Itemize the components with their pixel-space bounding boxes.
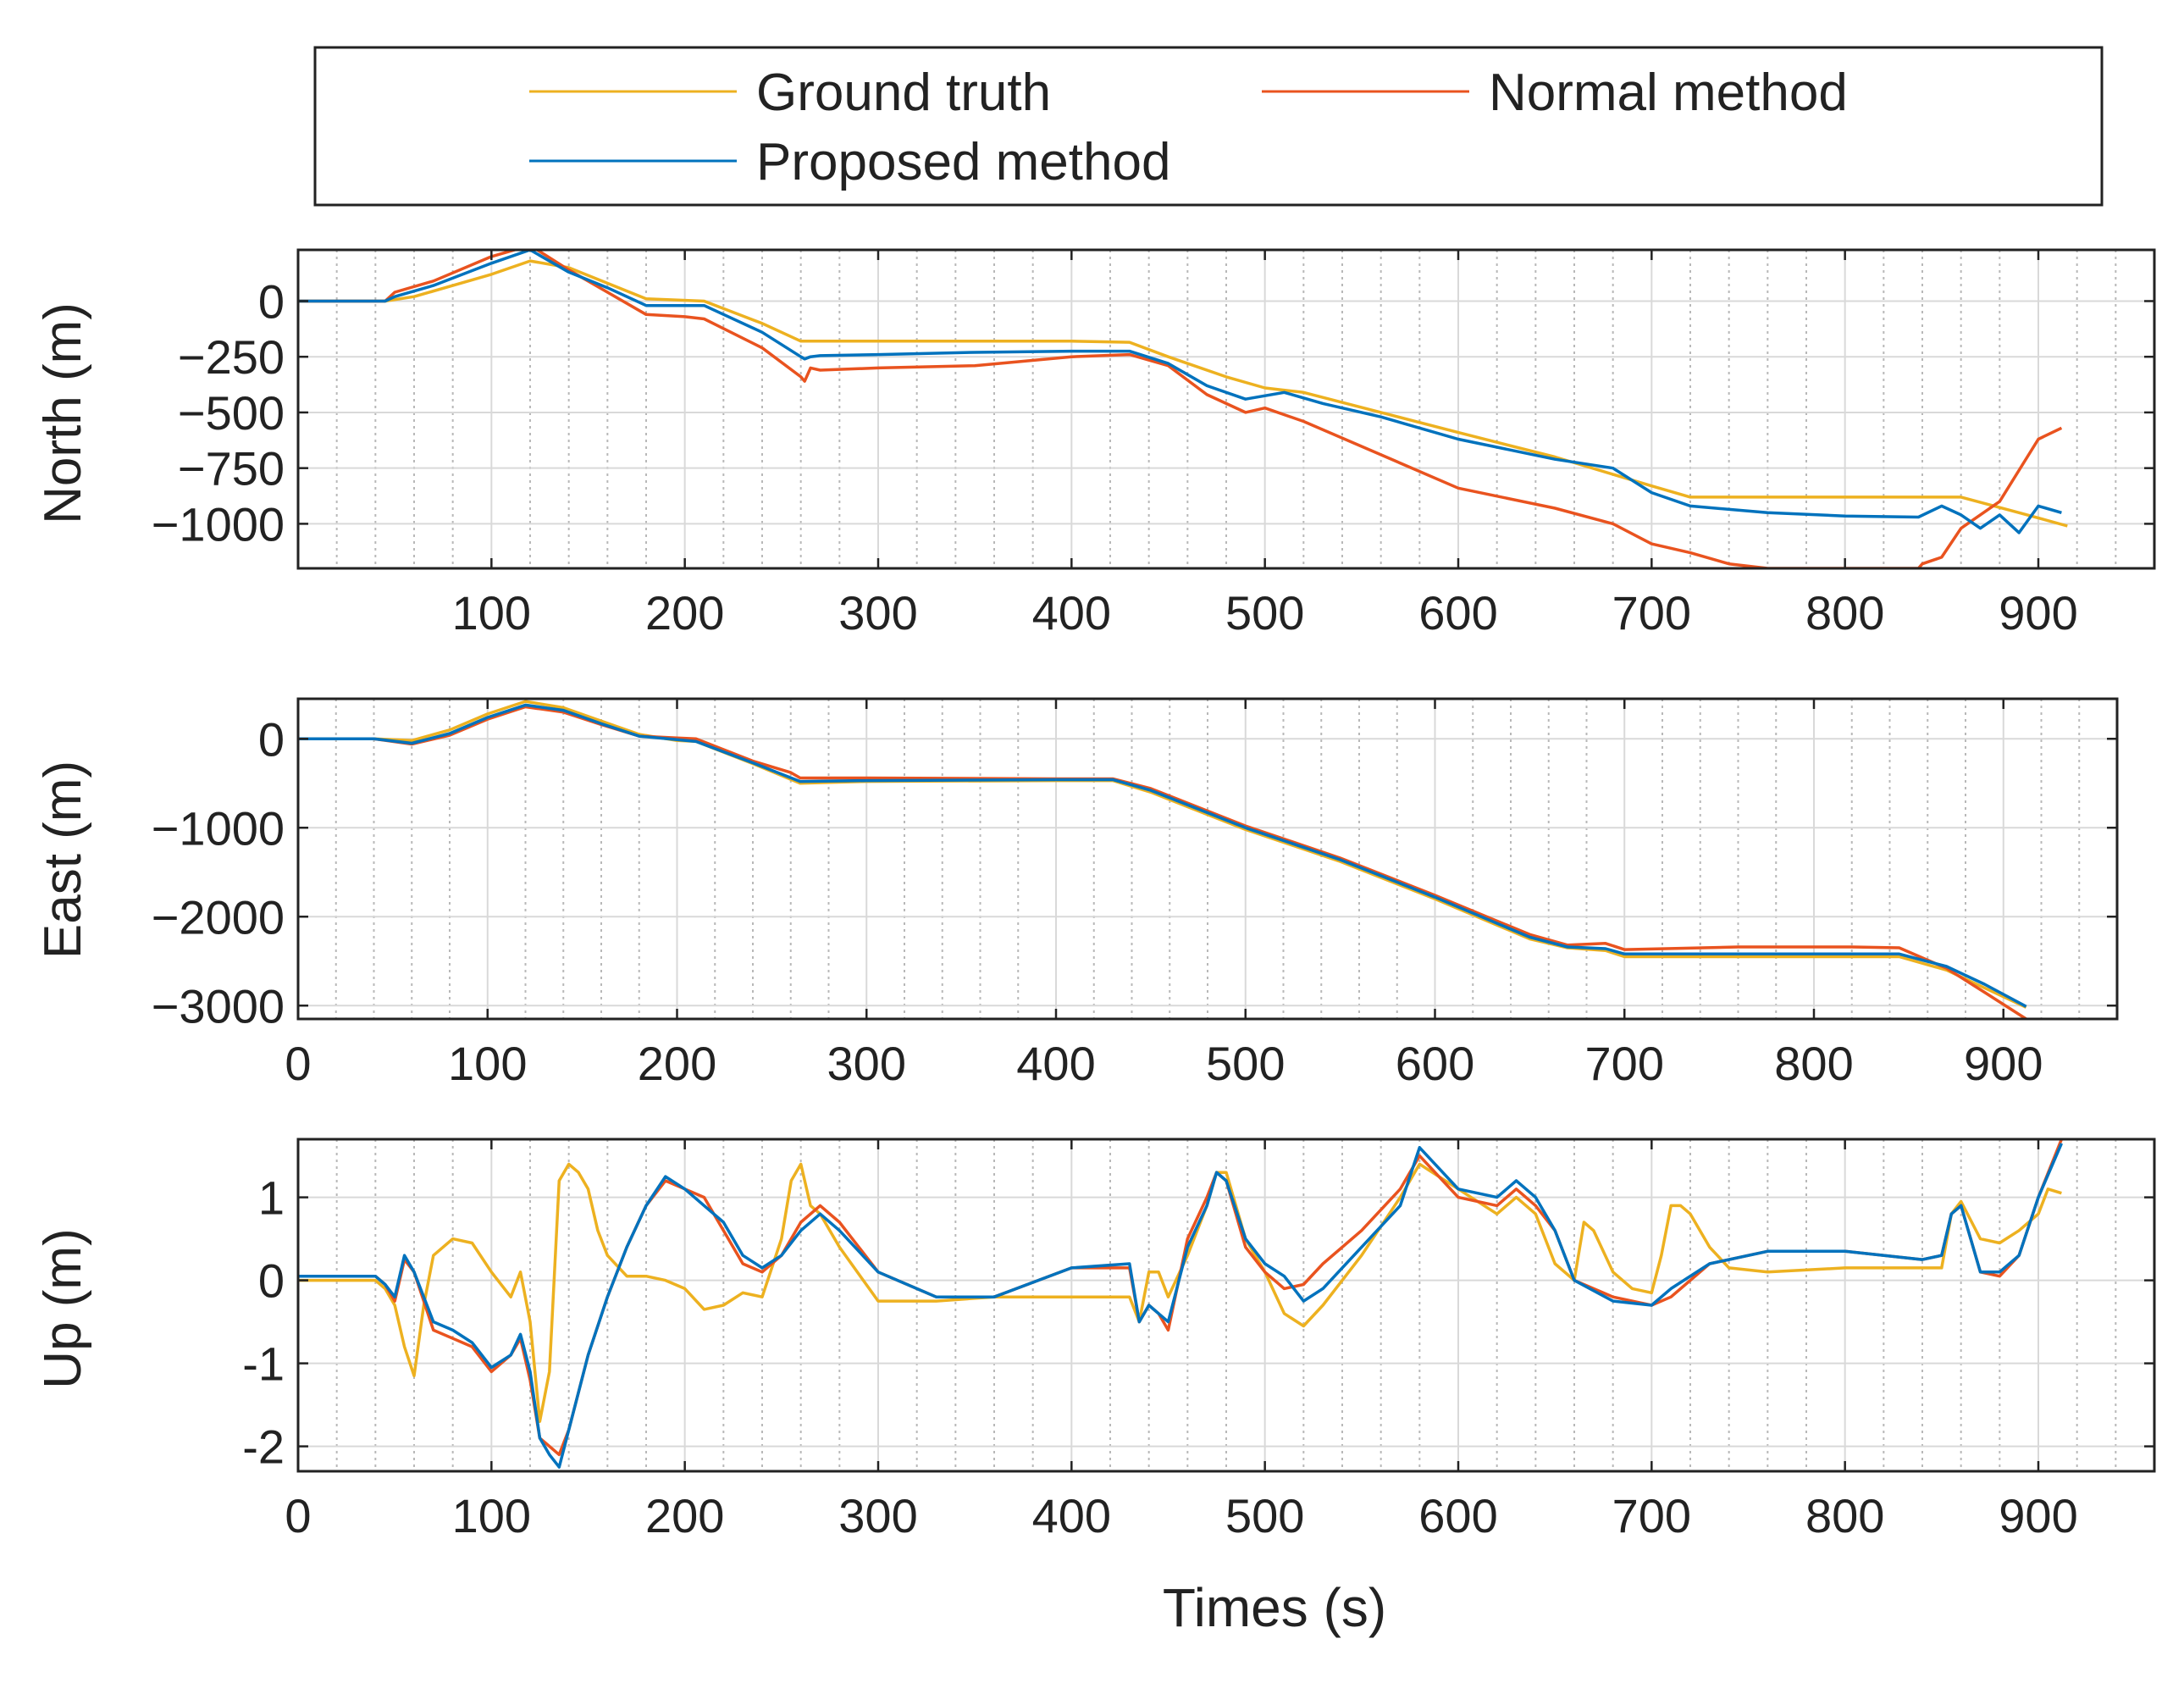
north-series — [298, 250, 2068, 568]
east-x-tick-label: 100 — [448, 1037, 527, 1090]
east-x-tick-label: 0 — [285, 1037, 311, 1090]
up-y-tick-label: -1 — [242, 1337, 285, 1391]
north-x-tick-label: 700 — [1612, 586, 1691, 639]
up-x-tick-label: 800 — [1805, 1489, 1884, 1542]
legend-label-proposed-method: Proposed method — [756, 133, 1170, 191]
east-tick-labels: 0 100 200 300 400 500 600 700 800 900 0 −1000 −2000 −… — [152, 712, 2043, 1090]
north-y-tick-label: −750 — [178, 442, 285, 495]
east-x-tick-label: 500 — [1206, 1037, 1285, 1090]
up-tick-labels: 0 100 200 300 400 500 600 700 800 900 1 0 -1 -2 — [242, 1171, 2078, 1542]
north-x-tick-label: 900 — [1999, 586, 2077, 639]
east-x-tick-label: 400 — [1016, 1037, 1095, 1090]
legend-label-ground-truth: Ground truth — [756, 64, 1051, 122]
north-series-normal-method — [298, 250, 2063, 568]
north-plot-frame — [296, 248, 2156, 570]
east-x-tick-label: 600 — [1396, 1037, 1474, 1090]
legend-box — [313, 46, 2104, 207]
panel-up: 0 100 200 300 400 500 600 700 800 900 1 0 -1 -2 Up (m… — [34, 1138, 2156, 1638]
legend-label-normal-method: Normal method — [1489, 64, 1848, 122]
up-series-ground-truth — [298, 1162, 2062, 1423]
north-x-tick-label: 800 — [1805, 586, 1884, 639]
north-y-tick-label: −250 — [178, 330, 285, 384]
east-series-normal-method — [298, 705, 2027, 1019]
north-y-tick-label: −500 — [178, 386, 285, 440]
up-x-tick-label: 500 — [1225, 1489, 1304, 1542]
east-y-tick-label: −1000 — [152, 801, 285, 855]
east-series — [298, 700, 2027, 1019]
up-x-tick-label: 0 — [285, 1489, 311, 1542]
up-x-tick-label: 900 — [1999, 1489, 2077, 1542]
east-y-tick-label: 0 — [258, 712, 285, 766]
up-y-tick-label: 1 — [258, 1171, 285, 1225]
north-ticks — [298, 250, 2154, 568]
north-series-proposed-method — [298, 250, 2062, 534]
north-x-tick-label: 400 — [1032, 586, 1111, 639]
up-x-tick-label: 700 — [1612, 1489, 1691, 1542]
panel-north: 100 200 300 400 500 600 700 800 900 0−250−500−750… — [34, 248, 2156, 639]
north-x-tick-label: 300 — [838, 586, 917, 639]
up-grid — [298, 1139, 2154, 1471]
up-series-normal-method — [298, 1139, 2064, 1457]
up-y-tick-label: -2 — [242, 1420, 285, 1474]
north-grid — [298, 250, 2154, 568]
north-x-tick-label: 100 — [452, 586, 531, 639]
east-x-tick-label: 300 — [827, 1037, 906, 1090]
east-y-tick-label: −3000 — [152, 979, 285, 1032]
north-ylabel: North (m) — [34, 302, 92, 524]
north-x-tick-label: 600 — [1418, 586, 1497, 639]
east-series-ground-truth — [298, 700, 2027, 1009]
up-x-tick-label: 300 — [838, 1489, 917, 1542]
up-series — [298, 1139, 2064, 1469]
up-y-tick-label: 0 — [258, 1254, 285, 1308]
up-series-proposed-method — [298, 1143, 2064, 1469]
up-x-tick-label: 400 — [1032, 1489, 1111, 1542]
east-x-tick-label: 700 — [1585, 1037, 1664, 1090]
east-series-proposed-method — [298, 703, 2027, 1008]
up-x-tick-label: 200 — [645, 1489, 724, 1542]
up-ylabel: Up (m) — [34, 1228, 92, 1388]
east-plot-frame — [296, 697, 2119, 1021]
east-x-tick-label: 800 — [1774, 1037, 1853, 1090]
north-x-tick-label: 500 — [1225, 586, 1304, 639]
panel-east: 0 100 200 300 400 500 600 700 800 900 0 −1000 −2000 −… — [34, 697, 2119, 1090]
east-x-tick-label: 900 — [1964, 1037, 2043, 1090]
legend: Ground truth Normal method Proposed meth… — [313, 46, 2104, 207]
east-y-tick-label: −2000 — [152, 890, 285, 944]
up-x-tick-label: 100 — [452, 1489, 531, 1542]
up-x-tick-label: 600 — [1418, 1489, 1497, 1542]
north-y-tick-label: 0 — [258, 274, 285, 328]
up-plot-frame — [296, 1138, 2156, 1473]
north-y-tick-label: −1000 — [152, 497, 285, 551]
north-tick-labels: 100 200 300 400 500 600 700 800 900 0−250−500−750… — [152, 274, 2078, 639]
east-ylabel: East (m) — [34, 761, 92, 959]
up-ticks — [296, 1139, 2154, 1471]
east-x-tick-label: 200 — [638, 1037, 716, 1090]
up-xlabel: Times (s) — [1163, 1577, 1386, 1638]
north-x-tick-label: 200 — [645, 586, 724, 639]
east-grid — [298, 699, 2117, 1019]
north-series-ground-truth — [298, 259, 2068, 528]
